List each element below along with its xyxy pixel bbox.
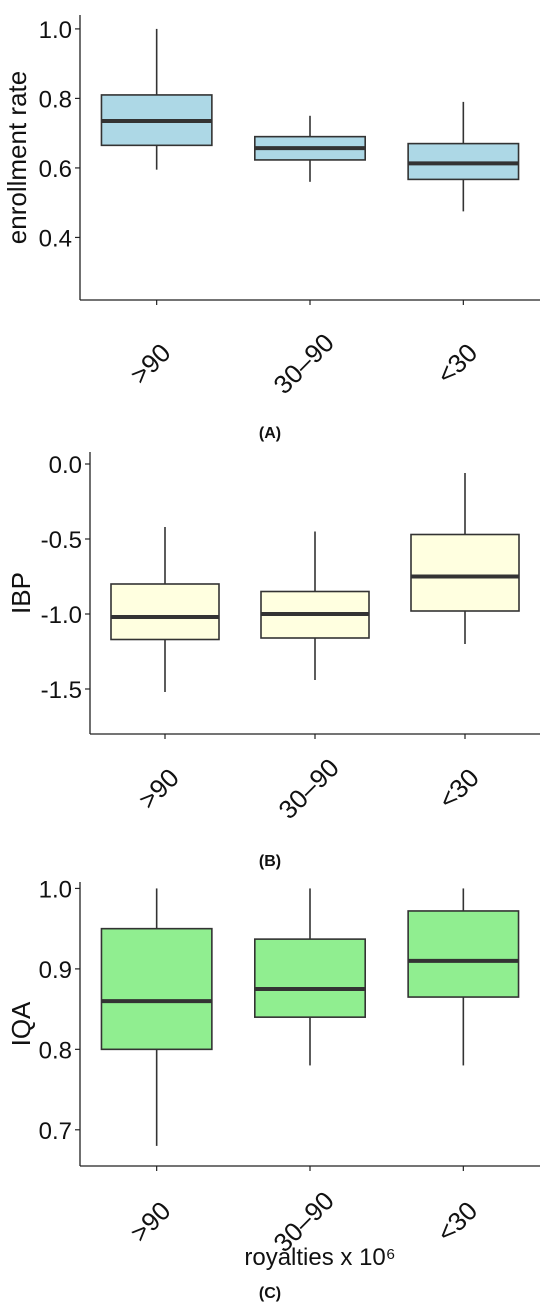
panel-b-box-3 xyxy=(410,473,520,644)
panel-c-label: (C) xyxy=(259,1285,281,1302)
panel-a-y-axis-label: enrollment rate xyxy=(2,71,32,244)
panel-a-box-2 xyxy=(254,115,367,182)
panel-a: enrollment rate (A) 1.0 0.8 0.6 0.4 >90 30–90… xyxy=(2,15,540,442)
panel-a-y-tick-label: 0.4 xyxy=(39,225,72,252)
panel-c-y-tick-label: 0.9 xyxy=(39,957,72,984)
panel-c-box-2 xyxy=(254,888,367,1066)
panel-b-y-tick-label: 0.0 xyxy=(49,452,82,479)
panel-b-y-axis-label: IBP xyxy=(6,572,36,614)
panel-a-y-tick-label: 0.8 xyxy=(39,86,72,113)
panel-a-label: (A) xyxy=(259,425,281,442)
panel-c-y-tick-label: 0.7 xyxy=(39,1118,72,1145)
panel-c-box-3 xyxy=(407,888,520,1066)
panel-c-category-label: >90 xyxy=(124,1195,176,1247)
panel-c-y-tick-label: 1.0 xyxy=(39,876,72,903)
panel-a-y-tick-label: 1.0 xyxy=(39,17,72,44)
panel-a-category-label: >90 xyxy=(124,337,176,389)
panel-a-category-label: <30 xyxy=(431,337,483,389)
panel-c-box-1 xyxy=(100,888,213,1146)
panel-b: IBP (B) 0.0 -0.5 -1.0 -1.5 >90 30–90 <30 xyxy=(6,452,540,870)
box-body xyxy=(410,533,520,612)
panel-c-x-axis-label: royalties x 10⁶ xyxy=(244,1244,395,1271)
panel-b-y-tick-label: -0.5 xyxy=(41,527,82,554)
panel-b-y-tick-label: -1.0 xyxy=(41,602,82,629)
panel-c-category-label: <30 xyxy=(431,1195,483,1247)
panel-b-category-label: >90 xyxy=(132,762,184,814)
panel-b-category-label: <30 xyxy=(432,762,484,814)
panel-b-y-tick-label: -1.5 xyxy=(41,677,82,704)
panel-b-category-label: 30–90 xyxy=(272,752,344,824)
box-body xyxy=(100,927,213,1051)
box-body xyxy=(254,938,367,1018)
box-body xyxy=(110,583,220,641)
panel-a-y-tick-label: 0.6 xyxy=(39,156,72,183)
panel-a-box-1 xyxy=(100,28,213,170)
panel-a-category-label: 30–90 xyxy=(267,327,339,399)
panel-c-y-tick-label: 0.8 xyxy=(39,1037,72,1064)
panel-c-y-axis-label: IQA xyxy=(6,1001,36,1046)
panel-b-box-1 xyxy=(110,527,220,692)
panel-a-box-3 xyxy=(407,101,520,212)
panel-b-label: (B) xyxy=(259,853,281,870)
panel-b-box-2 xyxy=(260,531,370,680)
box-body xyxy=(407,910,520,998)
panel-c: IQA royalties x 10⁶ (C) 1.00.90.80.7>90 3… xyxy=(6,876,540,1302)
